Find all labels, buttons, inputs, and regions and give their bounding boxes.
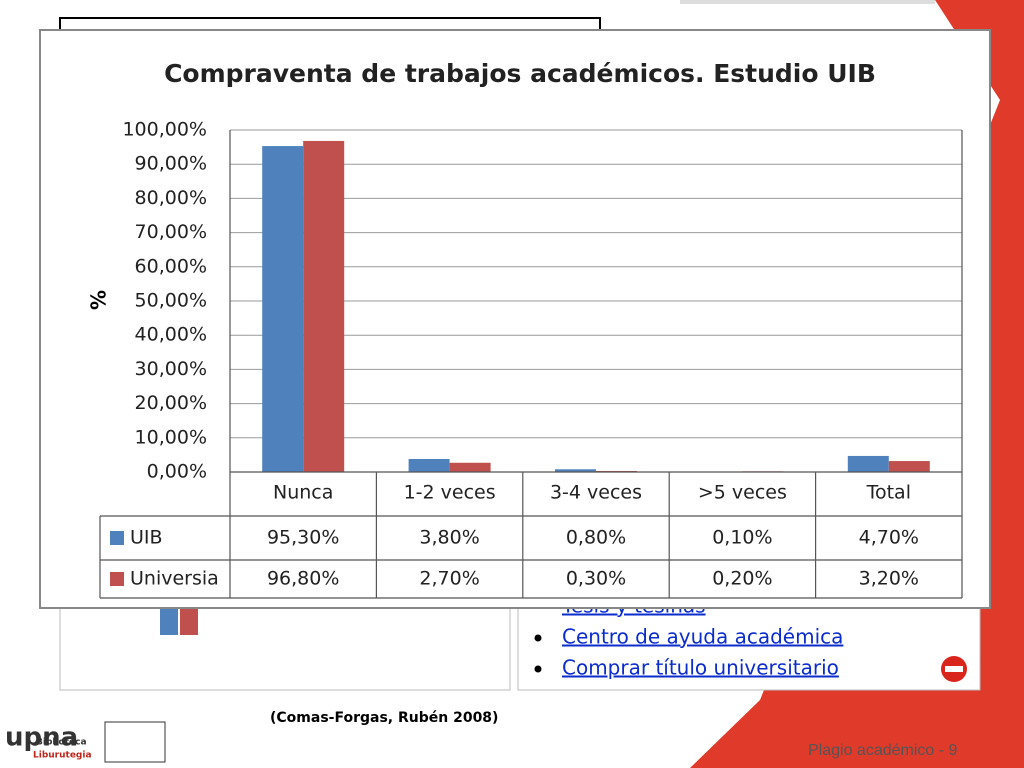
logo-line: Biblioteca [36, 738, 87, 748]
bar [408, 459, 450, 472]
y-tick-label: 100,00% [122, 119, 207, 141]
bar [555, 469, 596, 472]
minus-sign [945, 666, 963, 672]
table-value: 0,30% [566, 568, 626, 590]
y-tick-label: 20,00% [135, 392, 207, 414]
link[interactable]: Centro de ayuda académica [562, 625, 843, 649]
bar [847, 455, 889, 472]
y-tick-label: 0,00% [147, 461, 207, 483]
table-value: 3,80% [419, 527, 479, 549]
citation: (Comas-Forgas, Rubén 2008) [270, 710, 498, 726]
bar [449, 462, 491, 472]
y-tick-label: 90,00% [135, 153, 207, 175]
legend-swatch [110, 531, 124, 545]
legend-swatch [110, 572, 124, 586]
x-tick-label: Total [866, 482, 911, 504]
table-value: 0,10% [712, 527, 772, 549]
logo-building [104, 721, 166, 763]
legend-label: Universia [130, 568, 219, 590]
logo-name: upna [5, 723, 78, 753]
table-value: 4,70% [859, 527, 919, 549]
bar [888, 461, 930, 472]
x-tick-label: >5 veces [698, 482, 787, 504]
chart-title: Compraventa de trabajos académicos. Estu… [164, 59, 876, 88]
table-value: 2,70% [419, 568, 479, 590]
table-value: 0,20% [712, 568, 772, 590]
chart-frame [39, 29, 991, 609]
table-value: 3,20% [859, 568, 919, 590]
x-tick-label: Nunca [273, 482, 333, 504]
y-tick-label: 80,00% [135, 187, 207, 209]
y-tick-label: 50,00% [135, 290, 207, 312]
bar [303, 140, 345, 472]
y-tick-label: 30,00% [135, 358, 207, 380]
footer: Plagio académico - 9 [808, 742, 958, 759]
x-tick-label: 3-4 veces [550, 482, 642, 504]
table-value: 96,80% [267, 568, 339, 590]
y-tick-label: 40,00% [135, 324, 207, 346]
bullet [534, 634, 542, 642]
link[interactable]: Comprar título universitario [562, 656, 839, 680]
y-tick-label: 70,00% [135, 221, 207, 243]
legend-label: UIB [130, 527, 163, 549]
small-bar [180, 605, 198, 635]
x-tick-label: 1-2 veces [404, 482, 496, 504]
y-tick-label: 10,00% [135, 426, 207, 448]
logo-line: Liburutegia [33, 751, 92, 761]
table-value: 95,30% [267, 527, 339, 549]
y-axis-label: % [87, 290, 111, 310]
small-bar [160, 605, 178, 635]
bullet [534, 665, 542, 673]
y-tick-label: 60,00% [135, 255, 207, 277]
table-value: 0,80% [566, 527, 626, 549]
bar [262, 146, 304, 472]
top-strip [680, 0, 935, 4]
